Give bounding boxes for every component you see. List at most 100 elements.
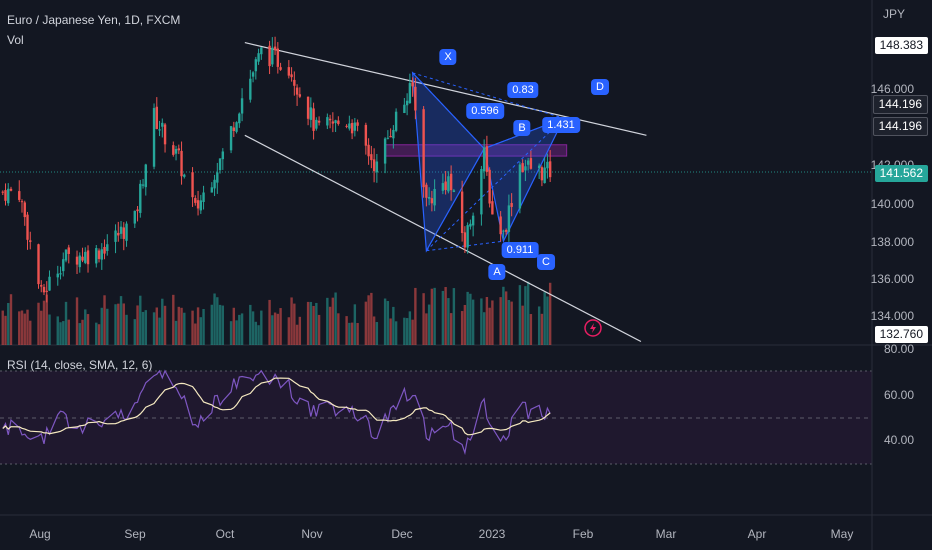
volume-bar — [372, 316, 376, 345]
ratio-label-xab[interactable]: 0.596 — [466, 103, 504, 119]
last-price-tag: 141.562 — [874, 165, 928, 182]
volume-bar — [221, 305, 225, 345]
volume-bar — [405, 318, 409, 345]
volume-bar — [216, 297, 219, 345]
time-label: 2023 — [478, 527, 506, 541]
candle-body — [331, 121, 335, 124]
volume-bar — [62, 321, 65, 345]
volume-bar — [287, 317, 291, 345]
volume-bar — [386, 301, 390, 345]
volume-bar — [290, 297, 293, 345]
volume-bar — [543, 292, 546, 345]
candle-body — [48, 276, 51, 291]
candle-body — [59, 273, 62, 275]
candle-body — [249, 78, 252, 100]
volume-bar — [257, 325, 260, 345]
trendline — [244, 134, 642, 343]
candle-body — [290, 74, 293, 78]
candle-body — [81, 256, 84, 261]
volume-bar — [337, 313, 340, 345]
volume-bar — [425, 313, 428, 345]
candle-body — [499, 216, 502, 235]
volume-bar — [136, 305, 139, 345]
candle-body — [364, 124, 368, 146]
candle-body — [273, 46, 277, 51]
point-label-a[interactable]: A — [488, 264, 506, 280]
volume-bar — [312, 305, 315, 345]
point-label-x[interactable]: X — [439, 49, 457, 65]
volume-bar — [298, 316, 302, 345]
candle-body — [251, 72, 255, 77]
candle-body — [97, 250, 101, 259]
candle-body — [260, 47, 263, 55]
time-label: Dec — [391, 527, 413, 541]
volume-bar — [95, 322, 98, 345]
candle-body — [191, 172, 194, 198]
candle-body — [298, 94, 302, 97]
volume-bar — [119, 296, 123, 345]
candle-body — [427, 197, 431, 199]
point-label-b[interactable]: B — [513, 120, 531, 136]
symbol-title[interactable]: Euro / Japanese Yen, 1D, FXCM — [7, 13, 181, 27]
volume-indicator-label[interactable]: Vol — [7, 33, 24, 47]
volume-bar — [106, 308, 109, 345]
point-label-d[interactable]: D — [591, 79, 609, 95]
volume-bar — [48, 314, 51, 345]
volume-bar — [56, 316, 59, 345]
candle-body — [367, 144, 370, 157]
volume-bar — [427, 304, 431, 345]
rsi-indicator-label[interactable]: RSI (14, close, SMA, 12, 6) — [7, 358, 153, 372]
volume-bar — [78, 323, 81, 345]
volume-bar — [229, 321, 233, 345]
ratio-label-abc[interactable]: 0.911 — [501, 242, 539, 258]
candle-body — [345, 125, 348, 127]
volume-bar — [141, 311, 145, 345]
candle-body — [183, 174, 186, 177]
candle-body — [386, 137, 390, 139]
candle-body — [216, 172, 219, 183]
ratio-label-bcd[interactable]: 1.431 — [542, 117, 580, 133]
candle-body — [163, 124, 167, 145]
ratio-label-xad[interactable]: 0.83 — [507, 82, 539, 98]
volume-bar — [155, 307, 158, 345]
volume-bar — [260, 310, 263, 345]
volume-bar — [504, 291, 508, 345]
volume-bar — [449, 313, 453, 345]
volume-bar — [177, 306, 181, 345]
candle-body — [133, 210, 136, 224]
candle-body — [543, 167, 546, 184]
volume-bar — [394, 321, 398, 345]
volume-bar — [488, 307, 491, 345]
time-label: May — [830, 527, 854, 541]
volume-bar — [67, 319, 70, 345]
candle-body — [452, 190, 456, 192]
candle-body — [293, 79, 296, 86]
candle-body — [317, 120, 321, 123]
volume-bar — [389, 318, 392, 345]
volume-bar — [526, 281, 530, 345]
candle-body — [221, 151, 225, 160]
volume-bar — [183, 312, 186, 345]
volume-bar — [345, 316, 348, 345]
volume-bar — [86, 314, 90, 345]
volume-bar — [139, 295, 142, 345]
candle-body — [26, 214, 29, 240]
candle-body — [425, 184, 428, 198]
point-label-c[interactable]: C — [537, 254, 555, 270]
candle-body — [469, 223, 472, 227]
volume-bar — [408, 311, 412, 345]
volume-bar — [9, 294, 13, 345]
volume-bar — [537, 306, 541, 345]
price-tick: 134.000 — [870, 309, 914, 323]
volume-bar — [499, 297, 502, 345]
volume-bar — [315, 302, 318, 345]
volume-bar — [392, 306, 395, 345]
candle-body — [213, 179, 216, 189]
candle-body — [103, 246, 106, 254]
volume-bar — [218, 304, 222, 345]
volume-bar — [295, 324, 299, 345]
candle-body — [177, 148, 181, 151]
volume-bar — [524, 286, 527, 345]
